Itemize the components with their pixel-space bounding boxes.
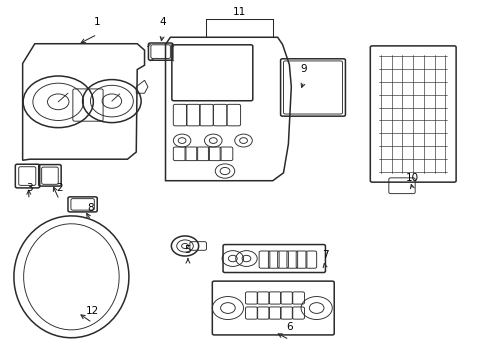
Text: 9: 9 [300, 64, 306, 74]
Text: 5: 5 [184, 244, 191, 255]
Text: 7: 7 [321, 249, 327, 260]
Text: 12: 12 [85, 306, 99, 316]
Text: 11: 11 [232, 7, 246, 17]
Text: 8: 8 [87, 203, 94, 213]
Text: 6: 6 [285, 323, 292, 332]
Text: 1: 1 [94, 17, 101, 27]
Text: 2: 2 [56, 183, 62, 193]
Text: 4: 4 [159, 17, 165, 27]
Text: 3: 3 [25, 183, 32, 193]
Text: 10: 10 [406, 173, 418, 183]
